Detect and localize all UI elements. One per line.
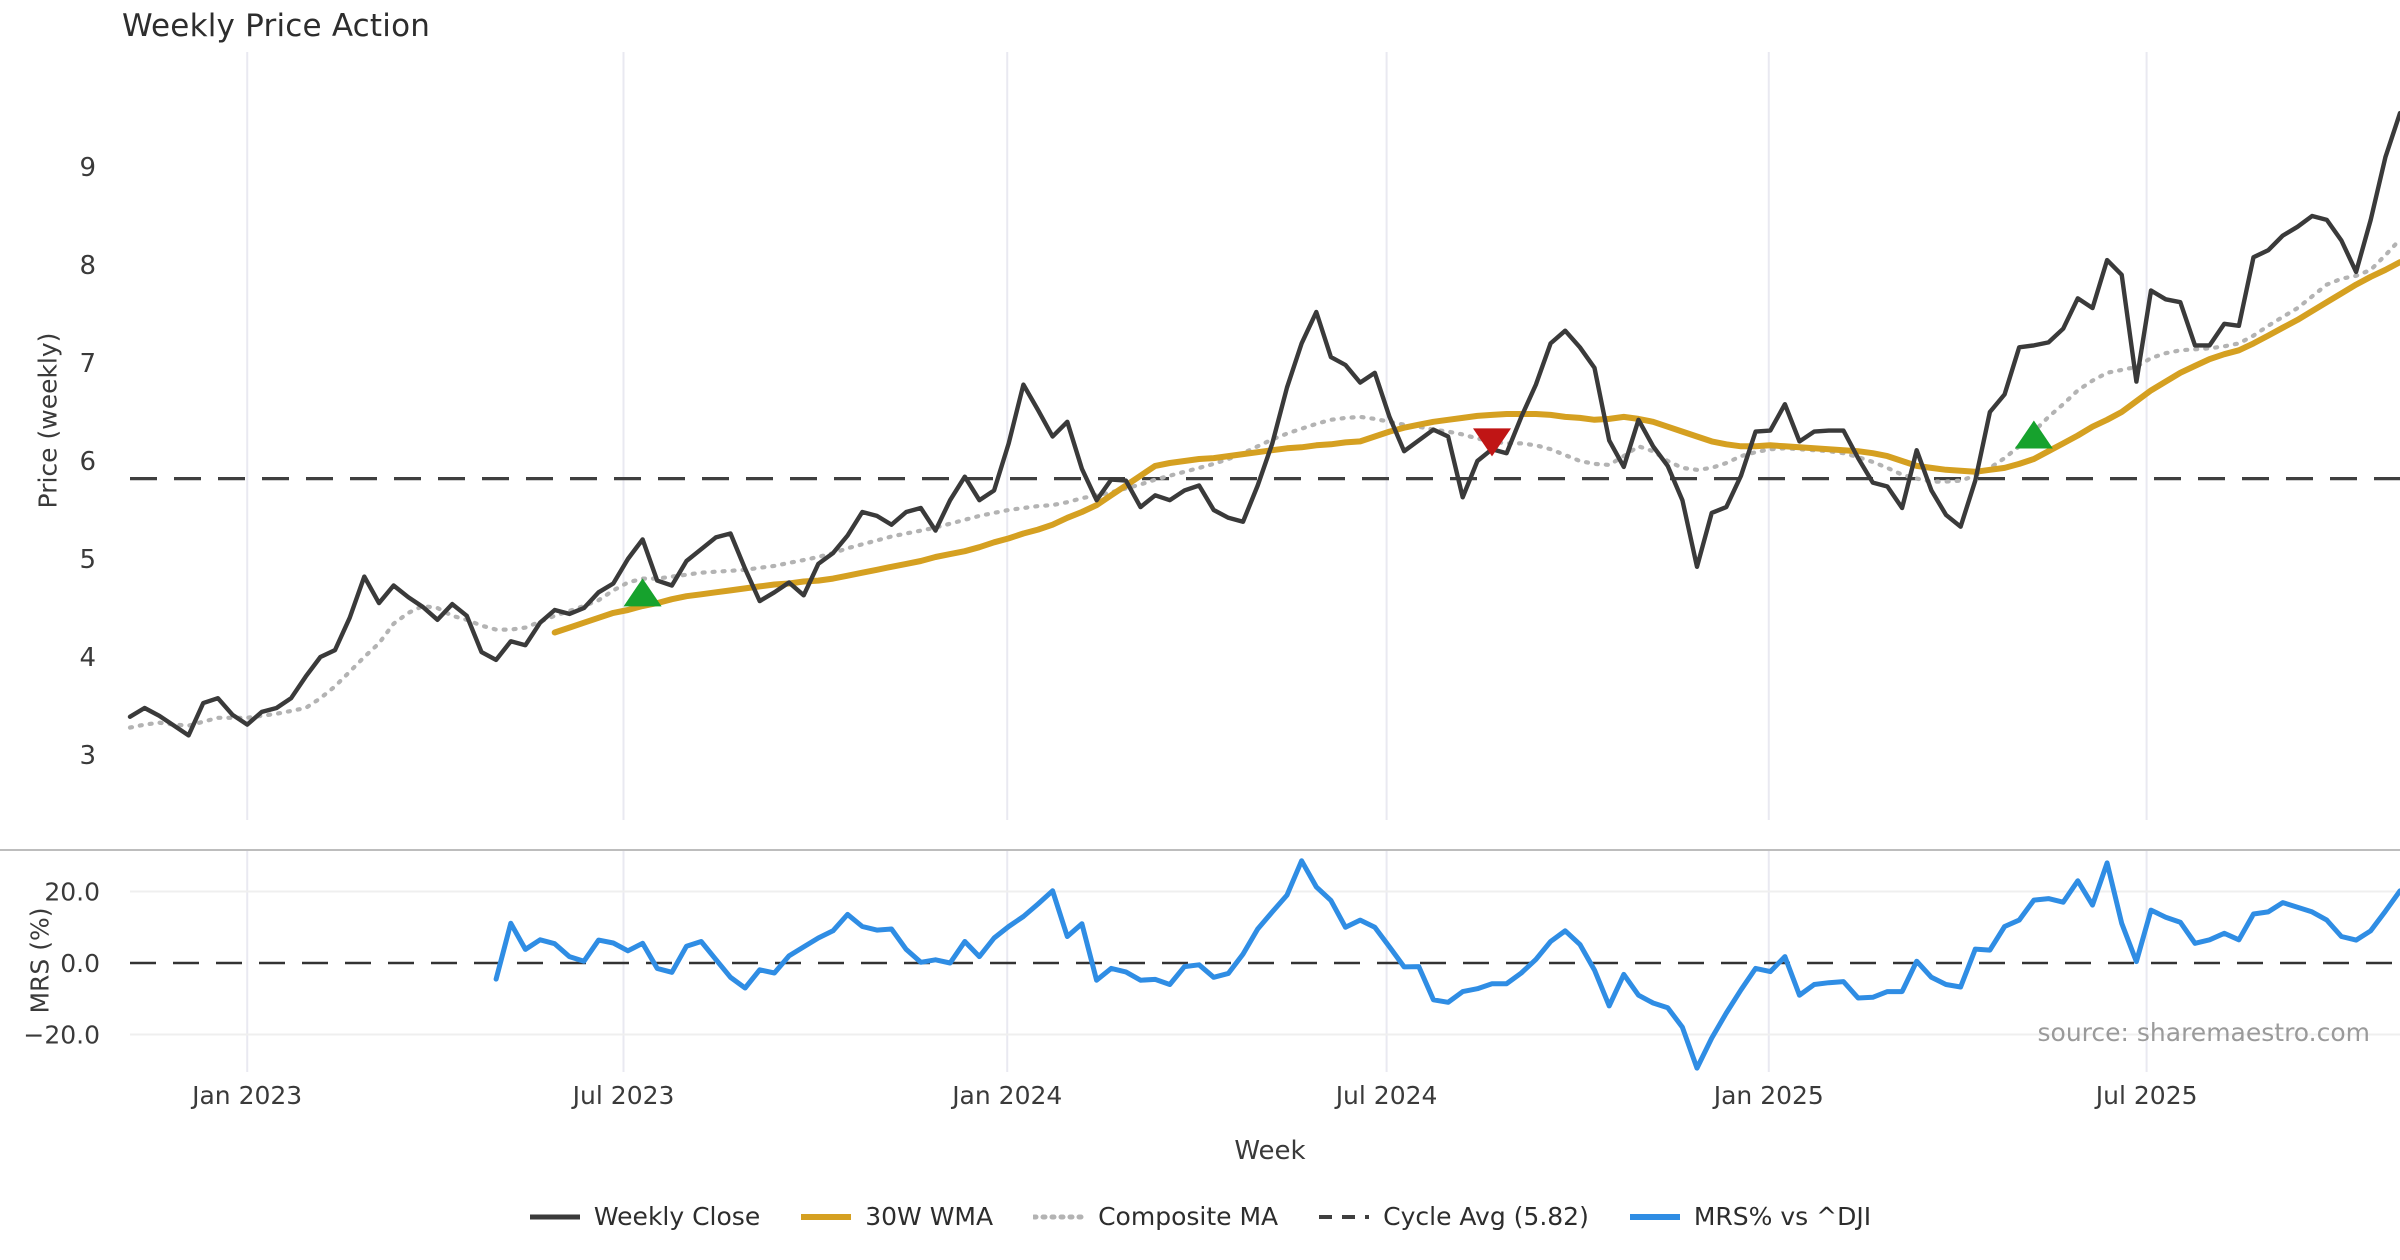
legend-item: 30W WMA: [800, 1202, 993, 1231]
x-tick-label: Jan 2025: [1712, 1081, 1824, 1110]
legend-item-label: Cycle Avg (5.82): [1383, 1202, 1589, 1231]
legend-item: Weekly Close: [529, 1202, 760, 1231]
x-tick-label: Jul 2024: [1334, 1081, 1438, 1110]
legend-swatch-solid-icon: [1629, 1213, 1680, 1220]
x-tick-label: Jul 2023: [571, 1081, 675, 1110]
price-tick-label: 3: [79, 741, 96, 771]
wma-30w-line: [551, 259, 2400, 636]
x-tick-label: Jan 2023: [190, 1081, 302, 1110]
mrs-tick-label: 20.0: [44, 878, 100, 907]
x-axis-label: Week: [1234, 1136, 1306, 1166]
legend-item-label: 30W WMA: [865, 1202, 994, 1231]
legend-item: Composite MA: [1033, 1202, 1278, 1231]
price-tick-label: 4: [79, 643, 96, 673]
chart-title: Weekly Price Action: [122, 8, 431, 44]
legend-swatch-solid-icon: [529, 1214, 580, 1219]
buy-marker-icon: [623, 578, 662, 607]
legend-item-label: Weekly Close: [593, 1202, 761, 1231]
legend-swatch-dashed-icon: [1319, 1214, 1370, 1219]
price-axis-label: Price (weekly): [33, 332, 63, 509]
mrs-tick-label: −20.0: [23, 1021, 100, 1050]
price-tick-label: 8: [79, 251, 96, 281]
weekly-close-line: [127, 110, 2400, 738]
x-tick-label: Jan 2024: [950, 1081, 1062, 1110]
mrs-line: [493, 858, 2400, 1071]
legend-item: MRS% vs ^DJI: [1629, 1202, 1871, 1231]
price-tick-label: 7: [79, 349, 96, 379]
sell-marker-icon: [1473, 428, 1511, 457]
price-tick-label: 9: [79, 153, 96, 183]
legend: Weekly Close 30W WMA Composite MA Cycle Avg…: [0, 1202, 2400, 1231]
mrs-axis-label: MRS (%): [25, 907, 55, 1014]
buy-marker-icon: [2014, 420, 2053, 449]
legend-item: Cycle Avg (5.82): [1318, 1202, 1589, 1231]
legend-item-label: Composite MA: [1098, 1202, 1279, 1231]
legend-swatch-dotted-icon: [1033, 1214, 1086, 1219]
source-credit: source: sharemaestro.com: [2037, 1018, 2371, 1047]
mrs-tick-label: 0.0: [60, 949, 100, 978]
price-tick-label: 6: [79, 447, 96, 477]
composite-ma-line: [127, 237, 2400, 730]
x-tick-label: Jul 2025: [2094, 1081, 2198, 1110]
price-tick-label: 5: [79, 545, 96, 575]
legend-swatch-solid-icon: [801, 1213, 852, 1220]
legend-item-label: MRS% vs ^DJI: [1693, 1202, 1872, 1231]
